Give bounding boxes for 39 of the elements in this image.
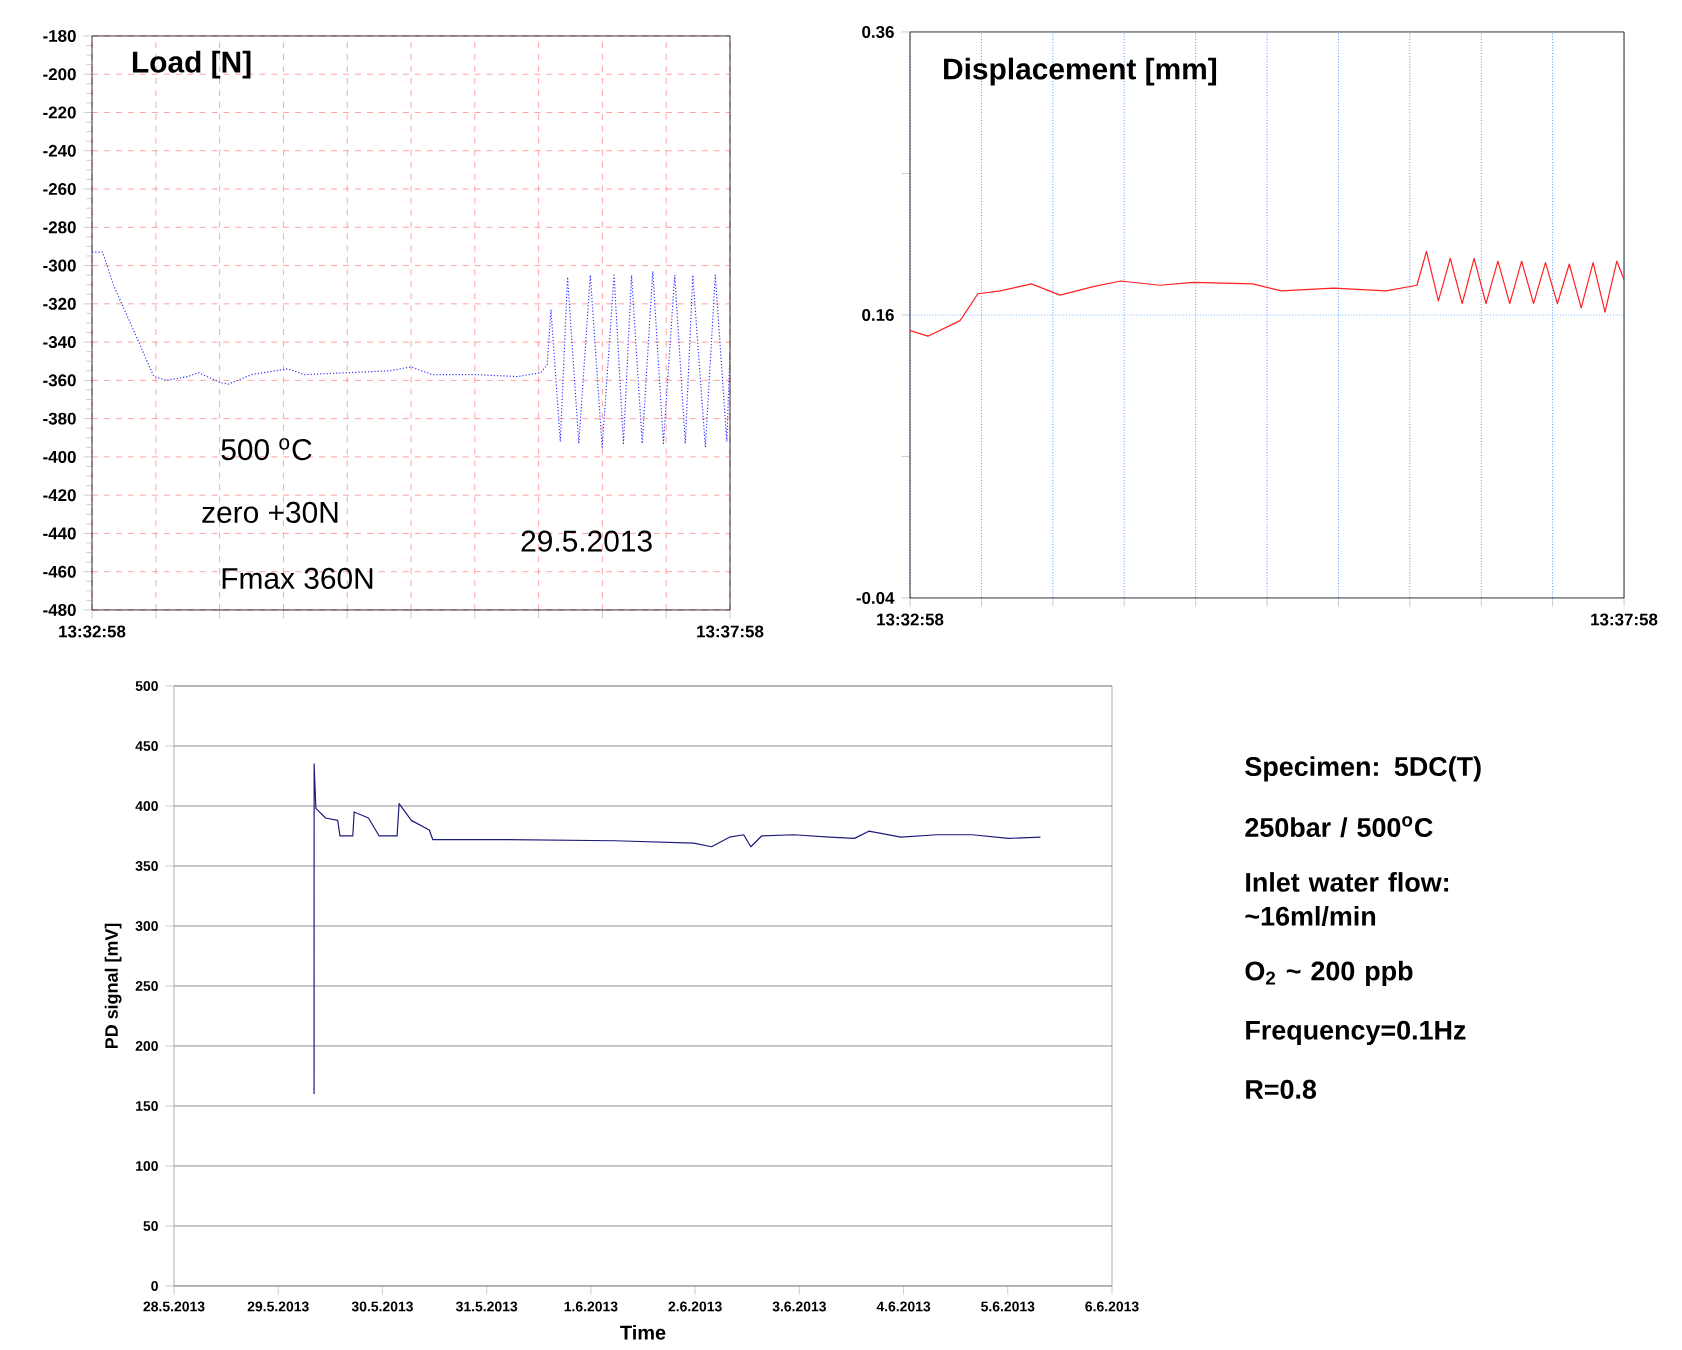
text: R=0.8: [1246, 1079, 1317, 1099]
line-series: [313, 763, 1042, 1095]
y-tick-label: -280: [43, 221, 76, 234]
x-axis-title: Time: [620, 1325, 666, 1340]
y-tick-label: -300: [43, 259, 76, 272]
chart-title: Load [N]: [132, 50, 251, 79]
text: Frequency=0.1Hz: [1246, 1020, 1466, 1046]
y-tick-label: -380: [43, 412, 76, 425]
y-tick-label: -260: [43, 183, 76, 196]
y-tick-label: -440: [43, 527, 76, 540]
y-tick-label: -0.04: [856, 591, 895, 604]
y-tick-label: 0.16: [862, 308, 894, 321]
text: Inlet water flow: ~16ml/min: [1245, 872, 1449, 927]
x-tick-label: 13:37:58: [1591, 613, 1658, 626]
y-tick-label: -340: [43, 336, 76, 349]
x-tick-label: 13:32:58: [59, 625, 126, 638]
line-series: [910, 250, 1625, 337]
y-tick-label: -200: [43, 68, 76, 81]
y-tick-label: -420: [43, 489, 76, 502]
y-tick-label: -240: [43, 144, 76, 157]
y-tick-label: -180: [43, 29, 76, 42]
x-tick-label: 13:32:58: [877, 613, 944, 626]
text: O$_{2}$ ~ 200 ppb: [1245, 960, 1413, 986]
text: 250bar / 500$^{o}$C: [1245, 816, 1433, 838]
annotation: 500 $^{o}$C: [221, 438, 312, 461]
y-tick-label: -220: [43, 106, 76, 119]
annotation: zero +30N: [202, 501, 338, 523]
annotation: 29.5.2013: [521, 530, 652, 552]
y-tick-label: -360: [43, 374, 76, 387]
y-tick-label: -460: [43, 565, 76, 578]
x-tick-label: 13:37:58: [697, 625, 764, 638]
y-tick-label: 0.36: [862, 25, 894, 38]
text: Specimen: 5DC(T): [1245, 756, 1481, 782]
y-tick-label: -400: [43, 450, 76, 463]
y-tick-label: -320: [43, 297, 76, 310]
text: Displacement [mm]: [944, 57, 1217, 86]
annotation: Fmax 360N: [222, 567, 373, 589]
y-axis-title: PD signal [mV]: [104, 923, 122, 1049]
y-tick-label: -480: [43, 603, 76, 616]
